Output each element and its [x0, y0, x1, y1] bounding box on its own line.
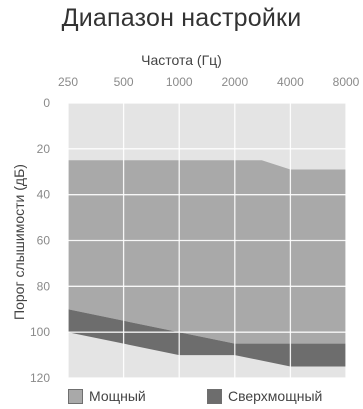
- legend-swatch-superpowerful: [207, 388, 222, 404]
- legend-label-superpowerful: Сверхмощный: [228, 388, 323, 404]
- y-tick-label: 80: [37, 279, 51, 293]
- area-powerful: [68, 160, 346, 344]
- chart-title: Диапазон настройки: [61, 4, 302, 32]
- y-tick-label: 100: [30, 325, 50, 339]
- x-tick-layer: 250 500 1000 2000 4000 8000: [58, 75, 360, 89]
- legend-item-powerful: Мощный: [68, 387, 146, 405]
- y-tick-label: 60: [37, 234, 51, 248]
- x-tick-label: 8000: [333, 75, 360, 89]
- area-superpowerful: [68, 309, 346, 367]
- x-axis-label: Частота (Гц): [141, 52, 222, 68]
- legend-label-powerful: Мощный: [89, 388, 146, 404]
- y-tick-label: 0: [43, 96, 50, 110]
- x-tick-label: 250: [58, 75, 78, 89]
- y-tick-layer: 0 20 40 60 80 100 120: [30, 96, 50, 385]
- series-layer: [68, 160, 346, 367]
- grid-layer: [67, 102, 347, 379]
- x-tick-label: 500: [114, 75, 134, 89]
- legend-swatch-powerful: [68, 388, 83, 404]
- x-tick-label: 4000: [277, 75, 304, 89]
- x-tick-label: 2000: [221, 75, 248, 89]
- x-tick-label: 1000: [166, 75, 193, 89]
- y-tick-label: 40: [37, 188, 51, 202]
- legend-item-superpowerful: Сверхмощный: [207, 387, 322, 405]
- y-tick-label: 20: [37, 142, 51, 156]
- y-tick-label: 120: [30, 371, 50, 385]
